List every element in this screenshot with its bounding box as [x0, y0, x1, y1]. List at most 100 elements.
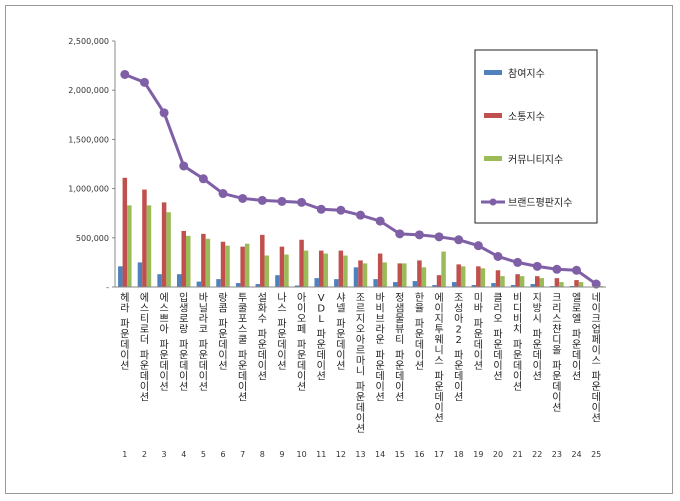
bar-참여지수-5 [196, 281, 202, 287]
bar-커뮤니티지수-21 [519, 276, 525, 287]
bar-소통지수-19 [476, 266, 481, 287]
bar-커뮤니티지수-15 [402, 263, 407, 287]
x-index-label: 12 [336, 450, 346, 459]
point-브랜드평판지수-10 [297, 197, 307, 207]
bar-소통지수-1 [122, 177, 128, 287]
bar-소통지수-9 [279, 246, 285, 287]
x-index-label: 21 [513, 450, 523, 459]
x-index-label: 7 [240, 450, 245, 459]
bar-참여지수-11 [314, 278, 319, 287]
bar-참여지수-7 [235, 283, 241, 287]
bar-소통지수-5 [201, 233, 206, 287]
bar-소통지수-13 [358, 260, 363, 287]
bar-소통지수-17 [436, 275, 442, 287]
bar-커뮤니티지수-13 [362, 263, 368, 287]
bar-참여지수-14 [373, 279, 378, 287]
legend-label: 커뮤니티지수 [508, 154, 563, 166]
bar-소통지수-22 [535, 276, 540, 287]
bar-소통지수-21 [515, 274, 520, 287]
bar-소통지수-4 [181, 230, 186, 287]
point-브랜드평판지수-23 [552, 264, 562, 274]
bar-참여지수-19 [471, 285, 477, 287]
x-index-label: 9 [279, 450, 284, 459]
y-tick-label: 1,500,000 [68, 135, 109, 144]
x-index-label: 23 [552, 450, 562, 459]
bar-커뮤니티지수-8 [264, 255, 270, 287]
bar-소통지수-12 [338, 250, 344, 287]
x-index-label: 25 [591, 450, 601, 459]
x-index-label: 10 [296, 450, 306, 459]
y-axis: - 500,000 1,000,000 1,500,000 2,000,000 2,500… [68, 37, 116, 292]
x-index-label: 18 [454, 450, 464, 459]
bar-소통지수-18 [456, 264, 461, 287]
bar-소통지수-23 [554, 278, 560, 287]
x-index-label: 1 [122, 450, 127, 459]
point-브랜드평판지수-12 [336, 205, 346, 215]
bar-소통지수-10 [299, 239, 304, 287]
bar-커뮤니티지수-18 [460, 266, 466, 287]
bar-커뮤니티지수-12 [343, 255, 348, 287]
point-브랜드평판지수-3 [159, 108, 169, 118]
bar-참여지수-21 [510, 285, 516, 287]
bar-참여지수-6 [216, 279, 221, 287]
bar-참여지수-17 [432, 285, 437, 287]
x-index-label: 19 [473, 450, 483, 459]
x-index-label: 8 [260, 450, 265, 459]
bar-커뮤니티지수-10 [303, 250, 309, 287]
bar-참여지수-1 [118, 266, 123, 287]
legend-label: 브랜드평판지수 [508, 197, 572, 209]
bar-소통지수-11 [318, 250, 324, 287]
y-tick-label: 500,000 [76, 234, 109, 243]
bar-커뮤니티지수-24 [578, 282, 584, 287]
x-index-label: 17 [434, 450, 444, 459]
point-브랜드평판지수-25 [591, 279, 601, 289]
point-브랜드평판지수-15 [395, 229, 405, 239]
chart-frame: - 500,000 1,000,000 1,500,000 2,000,000 2,500… [5, 5, 673, 494]
bar-소통지수-24 [574, 280, 579, 287]
point-브랜드평판지수-11 [316, 204, 326, 214]
y-tick-label: 1,000,000 [68, 185, 109, 194]
bar-소통지수-15 [397, 263, 403, 287]
point-브랜드평판지수-21 [513, 257, 523, 267]
bar-참여지수-22 [530, 284, 536, 287]
x-index-label: 11 [316, 450, 326, 459]
x-index-label: 5 [201, 450, 206, 459]
y-tick-label: 2,500,000 [68, 37, 109, 46]
legend-label: 소통지수 [508, 111, 545, 123]
x-index-label: 22 [532, 450, 542, 459]
bar-커뮤니티지수-11 [323, 253, 328, 287]
bar-참여지수-4 [176, 274, 182, 287]
y-tick-label: 2,000,000 [68, 86, 109, 95]
bar-커뮤니티지수-23 [559, 282, 564, 287]
point-브랜드평판지수-24 [572, 265, 582, 275]
bar-소통지수-20 [495, 270, 501, 287]
point-브랜드평판지수-22 [532, 261, 542, 271]
point-브랜드평판지수-6 [218, 189, 228, 199]
bar-참여지수-12 [334, 279, 339, 287]
bar-소통지수-14 [377, 253, 383, 287]
legend-label: 참여지수 [508, 68, 545, 80]
point-브랜드평판지수-4 [179, 161, 189, 171]
legend-swatch-참여지수 [484, 70, 502, 75]
bar-커뮤니티지수-19 [480, 268, 486, 287]
x-index-label: 2 [142, 450, 147, 459]
x-index-label: 4 [181, 450, 186, 459]
x-index-label: 15 [395, 450, 405, 459]
point-브랜드평판지수-7 [238, 193, 248, 203]
bar-참여지수-18 [451, 282, 457, 287]
